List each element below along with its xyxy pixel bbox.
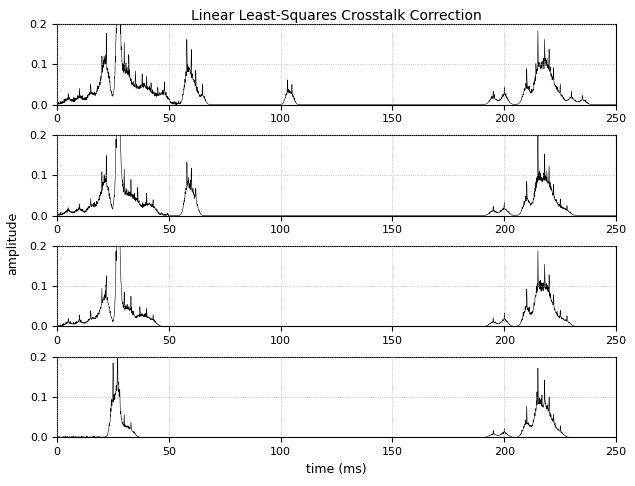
X-axis label: time (ms): time (ms): [306, 463, 367, 476]
Text: amplitude: amplitude: [6, 211, 19, 275]
Title: Linear Least-Squares Crosstalk Correction: Linear Least-Squares Crosstalk Correctio…: [191, 9, 482, 23]
